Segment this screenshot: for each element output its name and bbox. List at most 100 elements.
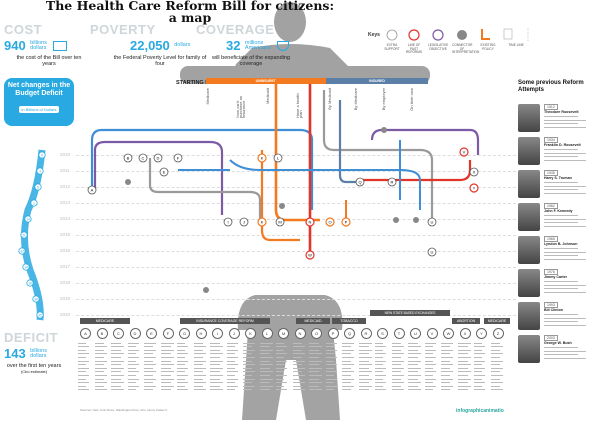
svg-text:B: B	[127, 156, 130, 161]
text-line	[292, 342, 302, 344]
text-line	[358, 356, 372, 358]
deficit-point-label: 14	[24, 265, 28, 269]
president-note-line	[544, 159, 586, 161]
text-line	[375, 356, 383, 358]
stat-cost-caption: the cost of the Bill over ten years	[16, 55, 82, 67]
stat-cost-word: COST	[4, 22, 43, 37]
letter-badge: P	[327, 328, 339, 339]
svg-text:M: M	[278, 220, 281, 225]
text-line	[94, 356, 104, 358]
deficit-point	[34, 183, 42, 191]
deficit-point-label: 3	[39, 169, 41, 173]
text-line	[358, 360, 369, 362]
svg-text:J: J	[243, 220, 245, 225]
text-line	[259, 389, 270, 391]
text-line	[127, 356, 139, 358]
text-line	[490, 382, 503, 384]
text-line	[375, 360, 386, 362]
text-line	[292, 346, 305, 348]
president-note-line	[544, 215, 578, 216]
text-line	[424, 374, 433, 376]
text-line	[309, 378, 319, 380]
text-line	[391, 346, 404, 348]
text-line	[474, 374, 485, 376]
text-line	[127, 342, 139, 344]
text-line	[474, 356, 482, 358]
text-line	[474, 367, 485, 369]
description-column	[144, 340, 158, 398]
deficit-point-label: 21	[22, 233, 26, 237]
text-line	[193, 374, 206, 376]
text-line	[441, 342, 453, 344]
president-name: Lyndon B. Johnson	[544, 242, 578, 246]
svg-text:P: P	[345, 220, 348, 225]
text-line	[193, 349, 203, 351]
deficit-point	[24, 215, 32, 223]
svg-text:V: V	[463, 150, 466, 155]
uninsured-label: UNINSURED	[255, 79, 277, 83]
text-line	[408, 346, 421, 348]
text-line	[276, 385, 284, 387]
description-column	[243, 340, 257, 398]
text-line	[177, 349, 185, 351]
text-line	[193, 353, 206, 355]
text-line	[457, 385, 471, 387]
text-line	[276, 371, 284, 373]
text-line	[490, 356, 500, 358]
year-label: 2017	[60, 264, 71, 269]
year-label: 2020	[60, 312, 71, 317]
letter-badge: Y	[476, 328, 487, 339]
text-line	[474, 342, 482, 344]
text-line	[94, 364, 104, 366]
text-line	[243, 374, 252, 376]
president-year: 1945	[544, 170, 558, 176]
text-line	[391, 364, 401, 366]
text-line	[111, 367, 124, 369]
deficit-point	[36, 167, 44, 175]
text-line	[375, 367, 386, 369]
year-gridline	[76, 267, 516, 268]
text-line	[243, 342, 255, 344]
text-line	[160, 385, 174, 387]
text-line	[210, 353, 223, 355]
deficit-point-label: 35	[38, 313, 42, 317]
text-line	[193, 346, 206, 348]
year-label: 2014	[60, 216, 71, 221]
svg-text:E: E	[163, 170, 166, 175]
text-line	[424, 385, 436, 387]
text-line	[78, 349, 86, 351]
president-note-line	[544, 291, 586, 293]
svg-text:Q: Q	[358, 180, 361, 185]
president-note-line	[544, 126, 586, 128]
stat-poverty-word: POVERTY	[90, 22, 156, 37]
text-line	[78, 371, 86, 373]
text-line	[309, 364, 319, 366]
text-line	[391, 382, 404, 384]
text-line	[259, 349, 273, 351]
letter-badge: Q	[344, 328, 355, 339]
president-year: 1912	[544, 104, 558, 110]
text-line	[259, 356, 273, 358]
president-note-line	[544, 258, 586, 260]
text-line	[375, 389, 386, 391]
text-line	[292, 353, 305, 355]
letter-badge: V	[426, 328, 438, 339]
svg-text:O: O	[328, 220, 331, 225]
text-line	[457, 349, 471, 351]
text-line	[309, 367, 322, 369]
text-line	[408, 364, 418, 366]
text-line	[276, 389, 287, 391]
text-line	[457, 342, 471, 344]
text-line	[276, 374, 287, 376]
text-line	[474, 385, 482, 387]
text-line	[408, 389, 421, 391]
deficit-point	[38, 151, 46, 159]
text-line	[160, 367, 171, 369]
president-item: 1993 Bill Clinton	[518, 302, 598, 333]
text-line	[127, 367, 136, 369]
text-line	[177, 374, 188, 376]
net-changes-title: Net changes in the Budget Deficit	[7, 82, 71, 97]
text-line	[78, 382, 89, 384]
description-column	[408, 340, 422, 398]
text-line	[210, 367, 223, 369]
